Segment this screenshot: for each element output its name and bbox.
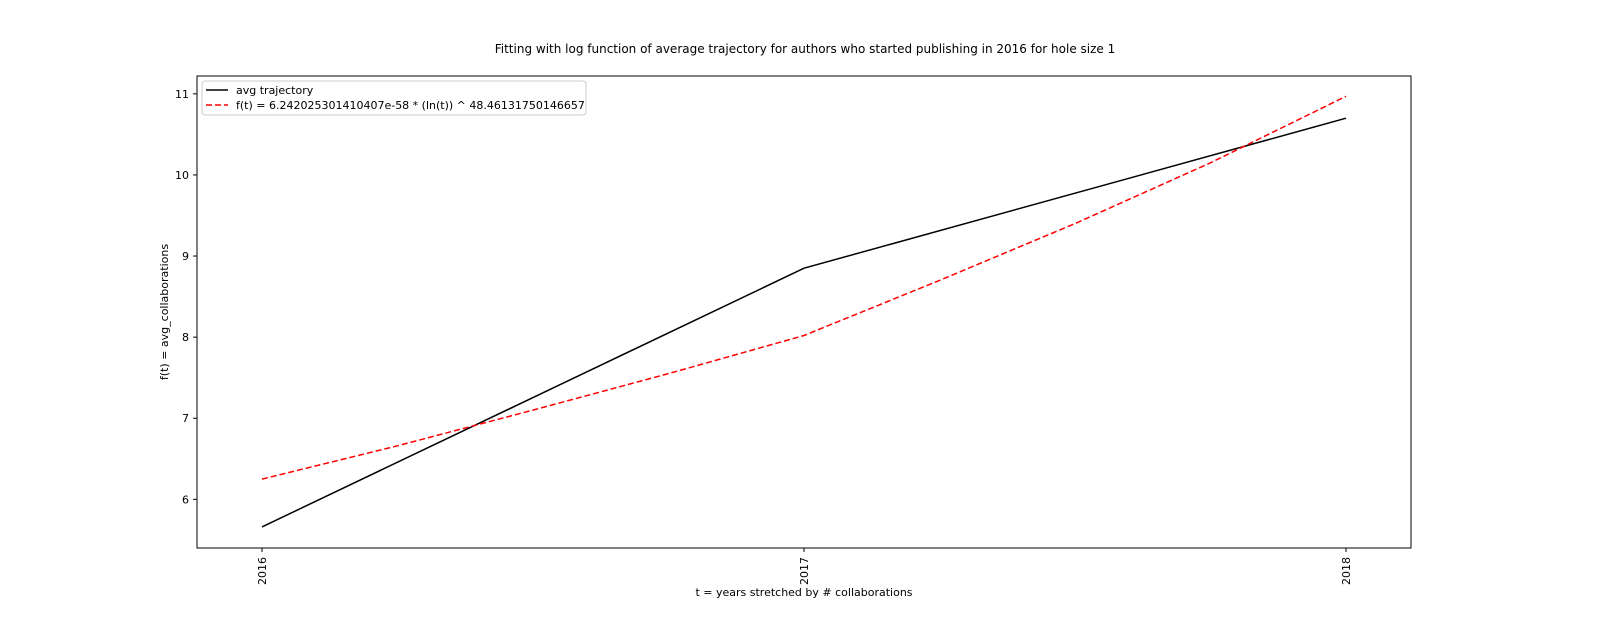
legend-label-1: avg trajectory [236, 84, 314, 97]
x-tick-label: 2016 [256, 557, 269, 585]
y-tick-label: 9 [182, 250, 189, 263]
y-axis-label: f(t) = avg_collaborations [158, 244, 171, 380]
plot-area [261, 95, 1347, 528]
legend: avg trajectory f(t) = 6.242025301410407e-… [201, 80, 587, 116]
chart-title: Fitting with log function of average tra… [495, 42, 1116, 56]
y-tick-label: 6 [182, 493, 189, 506]
y-tick-label: 10 [175, 169, 189, 182]
y-tick-label: 7 [182, 412, 189, 425]
y-tick-label: 11 [175, 88, 189, 101]
series-line-1 [261, 117, 1347, 528]
plot-frame [196, 75, 1412, 549]
y-tick-label: 8 [182, 331, 189, 344]
legend-label-2: f(t) = 6.242025301410407e-58 * (ln(t)) ^… [236, 99, 585, 112]
y-axis: 6 7 8 9 10 11 [175, 88, 197, 506]
series-line-2 [261, 95, 1347, 480]
x-tick-label: 2017 [798, 557, 811, 585]
x-tick-label: 2018 [1340, 557, 1353, 585]
legend-box [201, 80, 587, 116]
x-axis-label: t = years stretched by # collaborations [695, 586, 912, 599]
x-axis: 2016 2017 2018 [256, 548, 1353, 585]
